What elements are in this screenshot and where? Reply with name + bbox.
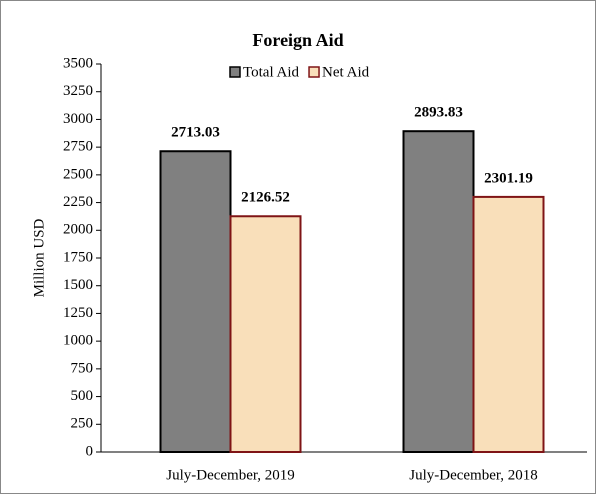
y-axis-label: Million USD — [31, 218, 47, 297]
y-tick-label: 0 — [86, 443, 94, 459]
data-label: 2893.83 — [414, 105, 463, 121]
x-tick-label: July-December, 2019 — [166, 467, 295, 483]
y-tick-label: 250 — [71, 416, 94, 432]
bar — [159, 150, 232, 453]
bar — [472, 195, 545, 453]
data-label: 2713.03 — [171, 125, 220, 141]
legend-swatch — [229, 66, 241, 78]
y-tick-label: 2250 — [63, 194, 93, 210]
y-tick-label: 1000 — [63, 333, 93, 349]
y-tick-label: 2500 — [63, 166, 93, 182]
y-tick-label: 1250 — [63, 305, 93, 321]
y-tick-label: 750 — [71, 360, 94, 376]
legend-label: Total Aid — [243, 64, 300, 80]
y-tick-label: 1750 — [63, 249, 93, 265]
y-tick-label: 3500 — [63, 55, 93, 71]
data-label: 2301.19 — [484, 170, 533, 186]
bar — [229, 215, 302, 453]
chart-title: Foreign Aid — [252, 30, 343, 50]
bar — [402, 130, 475, 453]
legend-label: Net Aid — [322, 64, 370, 80]
y-tick-label: 3000 — [63, 111, 93, 127]
legend-swatch — [308, 66, 320, 78]
y-tick-label: 500 — [71, 388, 94, 404]
y-tick-label: 2000 — [63, 222, 93, 238]
data-label: 2126.52 — [241, 190, 290, 206]
x-tick-label: July-December, 2018 — [409, 467, 538, 483]
y-tick-label: 1500 — [63, 277, 93, 293]
y-tick-label: 2750 — [63, 139, 93, 155]
y-tick-label: 3250 — [63, 83, 93, 99]
